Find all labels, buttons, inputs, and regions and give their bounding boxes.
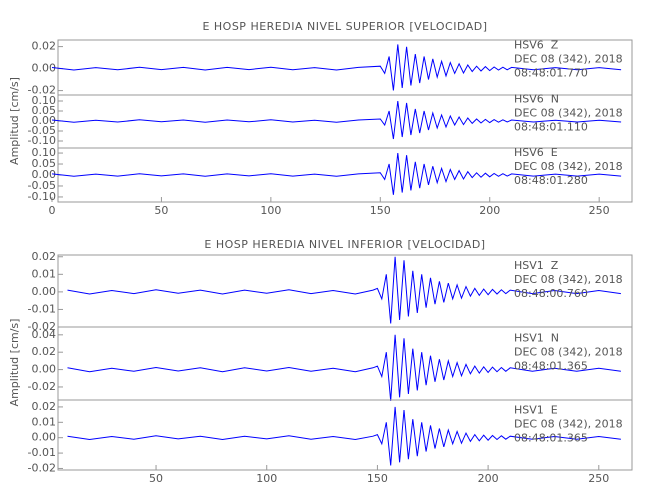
- panel-frame: [57, 399, 633, 471]
- waveform: [51, 44, 622, 91]
- date-label: DEC 08 (342), 2018: [514, 107, 623, 120]
- x-tick-label: 200: [478, 472, 499, 485]
- y-tick-label: 0.00: [32, 168, 57, 181]
- x-tick-label: 250: [588, 472, 609, 485]
- y-tick-label: 0.02: [32, 40, 57, 53]
- x-tick-label: 150: [367, 472, 388, 485]
- date-label: DEC 08 (342), 2018: [514, 346, 623, 359]
- chart-title: E HOSP HEREDIA NIVEL SUPERIOR [VELOCIDAD…: [202, 20, 487, 33]
- y-tick-label: -0.10: [28, 134, 56, 147]
- y-tick-label: 0.05: [32, 104, 57, 117]
- y-tick-label: -0.05: [28, 124, 56, 137]
- y-tick-label: -0.01: [28, 302, 56, 315]
- y-tick-label: -0.05: [28, 179, 56, 192]
- y-tick-label: -0.02: [28, 380, 56, 393]
- y-tick-label: 0.01: [32, 415, 57, 428]
- y-tick-label: 0.01: [32, 267, 57, 280]
- y-tick-label: -0.02: [28, 461, 56, 474]
- chart-title: E HOSP HEREDIA NIVEL INFERIOR [VELOCIDAD…: [204, 238, 485, 251]
- x-tick-label: 0: [49, 204, 56, 217]
- waveform: [67, 334, 621, 401]
- date-label: DEC 08 (342), 2018: [514, 273, 623, 286]
- station-label: HSV1 E: [514, 404, 558, 417]
- time-label: 08:48:01.110: [514, 121, 588, 134]
- waveform: [67, 406, 621, 466]
- time-label: 08:48:01.365: [514, 360, 588, 373]
- date-label: DEC 08 (342), 2018: [514, 52, 623, 65]
- y-tick-label: -0.02: [28, 320, 56, 333]
- y-tick-label: 0.02: [32, 250, 57, 263]
- x-tick-label: 150: [370, 204, 391, 217]
- station-label: HSV1 Z: [514, 259, 559, 272]
- y-tick-label: -0.10: [28, 190, 56, 203]
- x-tick-label: 50: [149, 472, 163, 485]
- x-tick-label: 100: [256, 472, 277, 485]
- time-label: 08:48:00.760: [514, 287, 588, 300]
- station-label: HSV6 N: [514, 93, 559, 106]
- y-axis-label: Amplitud [cm/s]: [8, 77, 21, 165]
- station-label: HSV1 N: [514, 332, 559, 345]
- y-tick-label: 0.04: [32, 328, 57, 341]
- time-label: 08:48:01.280: [514, 174, 588, 187]
- y-tick-label: 0.10: [32, 146, 57, 159]
- date-label: DEC 08 (342), 2018: [514, 160, 623, 173]
- y-tick-label: 0.10: [32, 94, 57, 107]
- station-label: HSV6 E: [514, 146, 558, 159]
- time-label: 08:48:01.365: [514, 432, 588, 445]
- y-tick-label: 0.00: [32, 431, 57, 444]
- x-tick-label: 250: [589, 204, 610, 217]
- y-tick-label: 0.00: [32, 285, 57, 298]
- y-axis-label: Amplitud [cm/s]: [8, 319, 21, 407]
- y-tick-label: 0.02: [32, 345, 57, 358]
- y-tick-label: 0.00: [32, 363, 57, 376]
- y-tick-label: 0.05: [32, 157, 57, 170]
- station-label: HSV6 Z: [514, 38, 559, 51]
- x-tick-label: 100: [260, 204, 281, 217]
- date-label: DEC 08 (342), 2018: [514, 418, 623, 431]
- waveform: [51, 152, 622, 195]
- time-label: 08:48:01.770: [514, 66, 588, 79]
- waveform: [67, 256, 621, 324]
- y-tick-label: -0.01: [28, 446, 56, 459]
- y-tick-label: -0.02: [28, 84, 56, 97]
- y-tick-label: 0.00: [32, 62, 57, 75]
- x-tick-label: 200: [479, 204, 500, 217]
- y-tick-label: 0.00: [32, 114, 57, 127]
- y-tick-label: 0.02: [32, 400, 57, 413]
- x-tick-label: 50: [154, 204, 168, 217]
- waveform: [51, 100, 622, 140]
